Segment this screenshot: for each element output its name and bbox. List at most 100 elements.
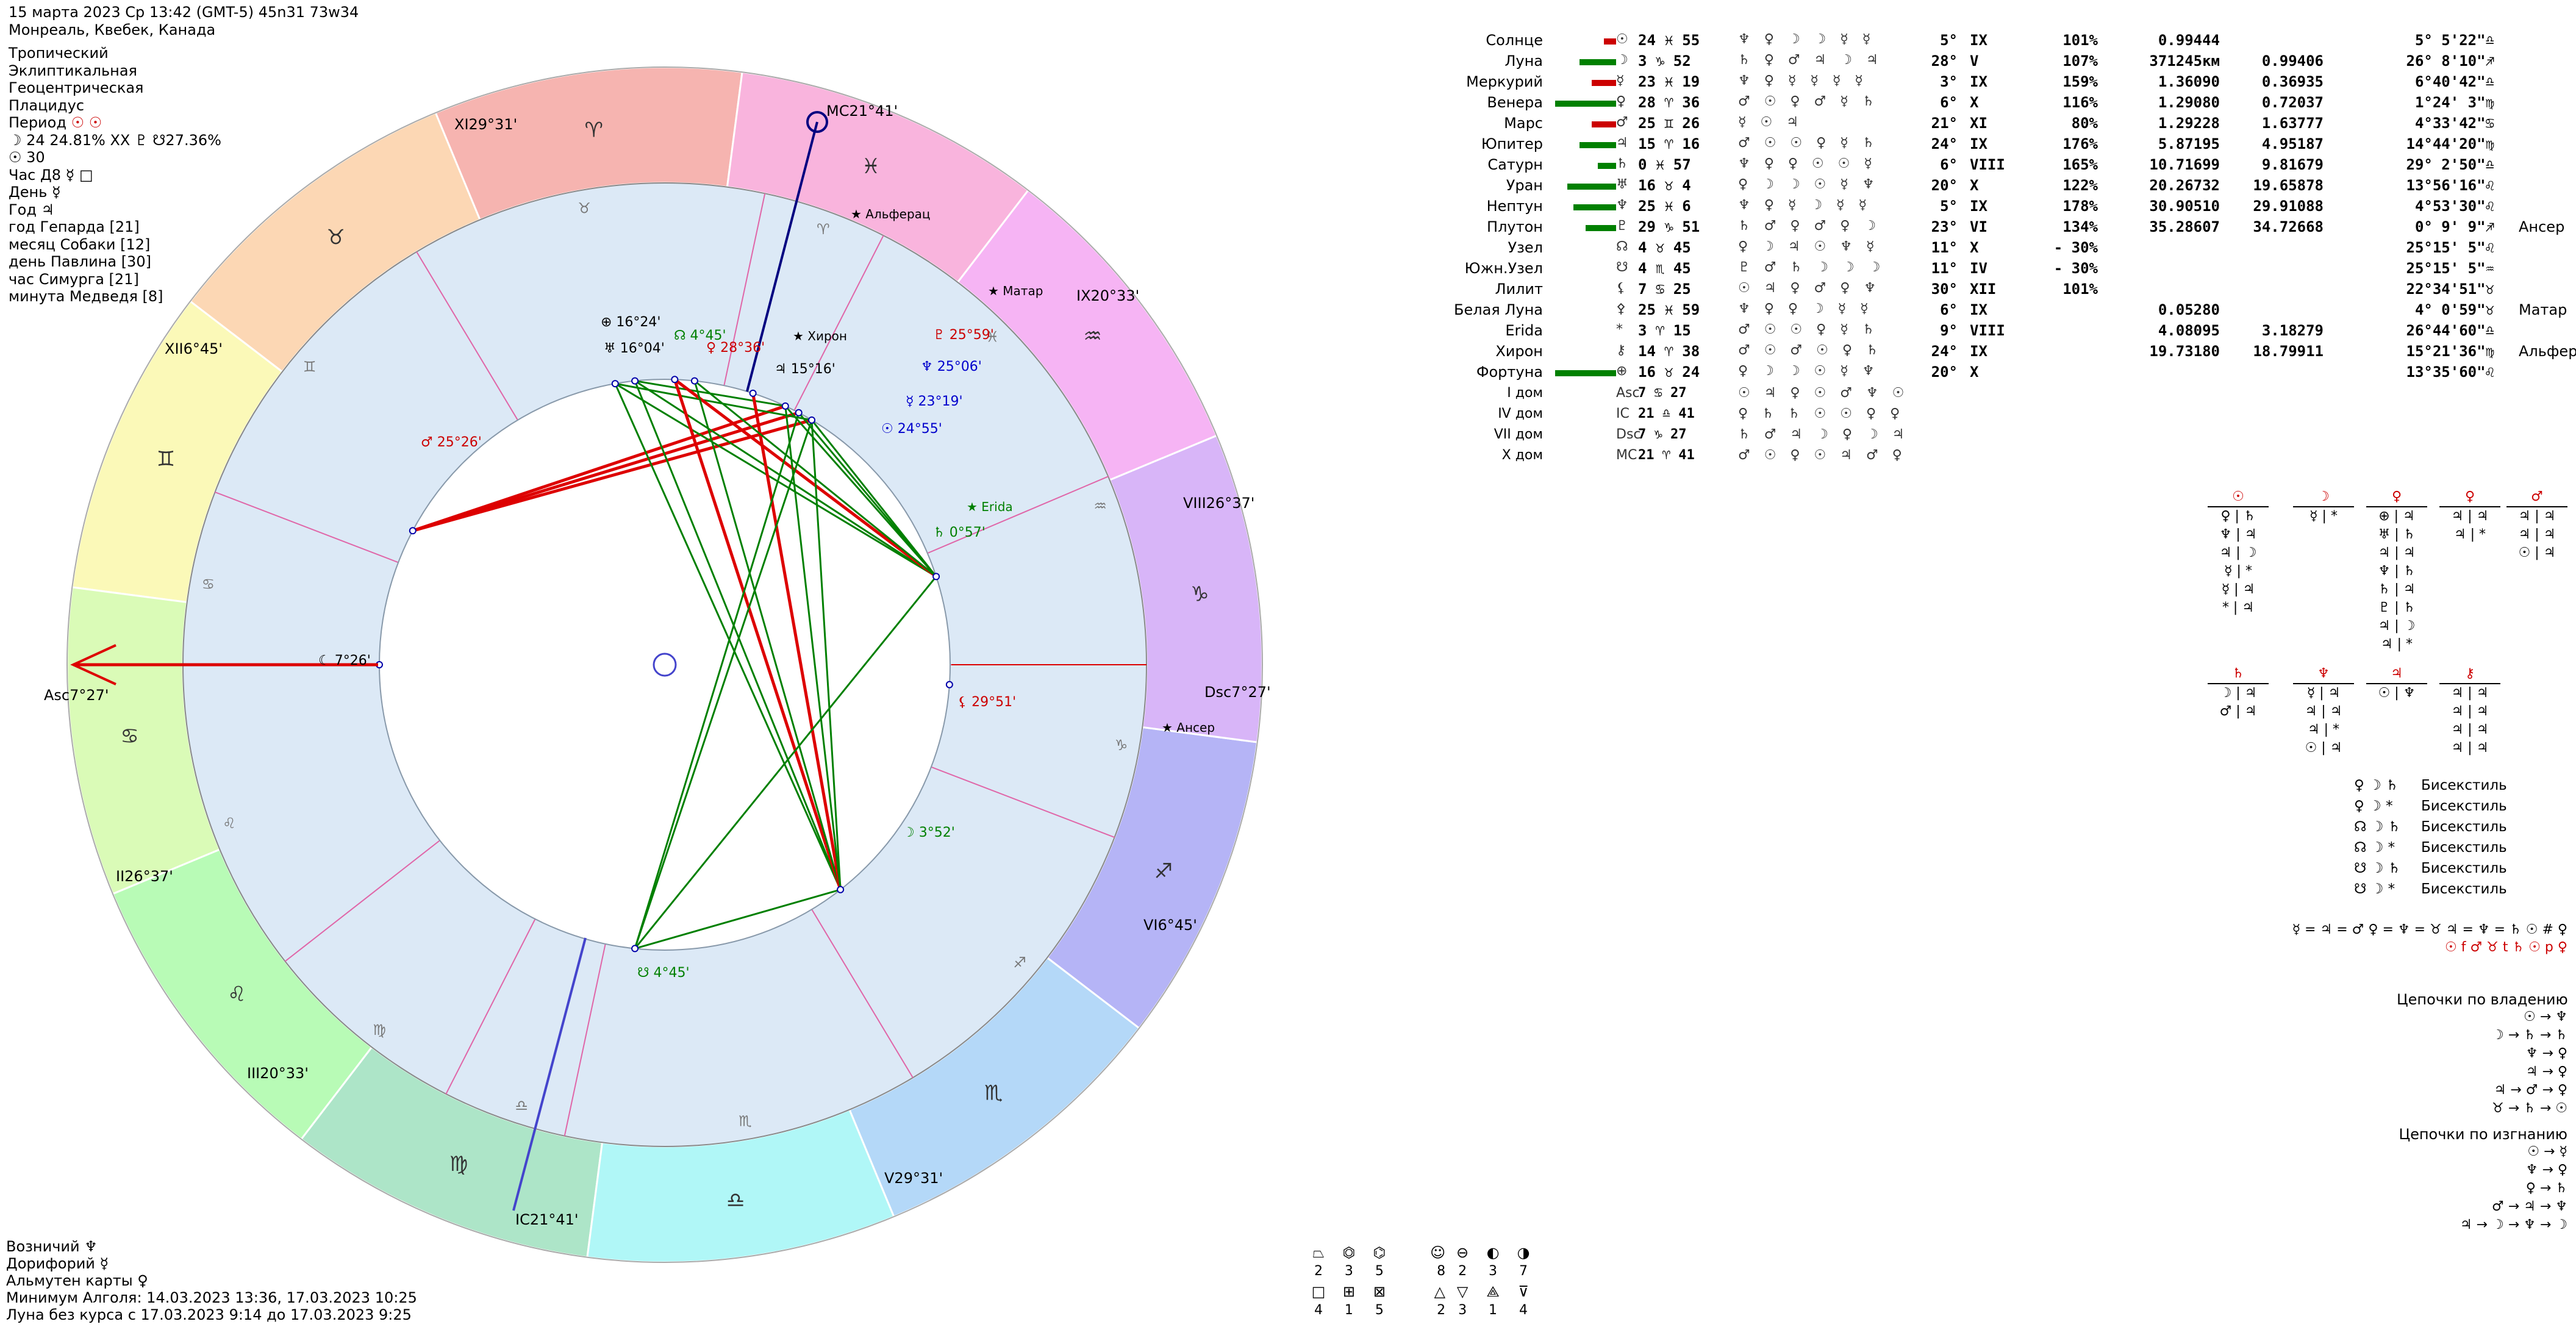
cell-name: Уран (1506, 177, 1543, 194)
planet-point (945, 681, 953, 689)
cell-asp: ♇ ♂ ♄ ☽ ☽ ☽ (1738, 260, 1886, 275)
house-cusp-line (445, 918, 536, 1095)
house-sign-glyph: ♒ (1093, 498, 1107, 515)
planet-point (690, 377, 698, 385)
dispositor-row: ♆ | ♄ (2378, 563, 2416, 579)
house-sign-glyph: ♐ (1013, 954, 1026, 971)
cell-pos: 15 ♈ 16 (1638, 135, 1700, 152)
cell-deg: 20° (1931, 363, 1958, 381)
cell-name: Меркурий (1466, 73, 1543, 90)
cell-deg: 5° (1940, 32, 1958, 49)
cell-deg: 6° (1940, 301, 1958, 318)
aspect-line (810, 420, 842, 890)
dispositor-row: ♆ | ♃ (2219, 527, 2257, 542)
aspect-line (784, 406, 842, 890)
cell-asp: ♂ ☉ ♂ ☉ ♀ ♄ (1738, 343, 1883, 358)
fixed-star-label: ★ Хирон (793, 329, 847, 343)
cell-pct: 134% (2063, 218, 2098, 235)
cell-g: Asc (1616, 385, 1640, 401)
sign-glyph: ♏ (984, 1081, 1003, 1106)
sign-glyph: ♋ (120, 724, 138, 748)
count-cell: 2 (1314, 1264, 1323, 1279)
cell-d3: 26° 8'10"♐ (2406, 52, 2495, 70)
dispositor-row: ♇ | ♄ (2378, 600, 2416, 615)
cell-g: ☽ (1616, 52, 1628, 68)
ascendant-arrow (70, 644, 116, 685)
cell-g: ⚷ (1616, 343, 1626, 358)
cell-asp: ♀ ♄ ♄ ☉ ☉ ♀ ♀ (1738, 406, 1905, 421)
house-cusp-label: IC21°41' (515, 1211, 579, 1228)
chains-by-rulership: Цепочки по владению ☉ → ♆ ☽ → ♄ → ♄ ♆ → ♀ ♃… (2397, 991, 2568, 1118)
dispositor-top: ☉ (2208, 488, 2269, 507)
cell-house: IX (1970, 73, 1987, 90)
cell-d1: 4.08095 (2158, 322, 2220, 339)
cell-d3: 13°56'16"♌ (2406, 177, 2495, 194)
bisextile-row: ☊ ☽ ♄ Бисекстиль (2354, 819, 2507, 840)
cell-house: XII (1970, 281, 1997, 298)
cell-name: Лилит (1495, 281, 1543, 298)
cell-pct: 101% (2063, 32, 2098, 49)
house-cusp-label: II26°37' (116, 868, 173, 885)
bisextile-glyphs: ♀ ☽ ♄ (2354, 778, 2399, 793)
dispositor-row: ♃ | ☽ (2219, 545, 2257, 560)
dispositor-row: ♃ | ♃ (2451, 722, 2489, 737)
cell-asp: ♀ ☽ ♃ ☉ ♆ ☿ (1738, 239, 1880, 254)
sign-glyph: ♓ (862, 154, 880, 179)
cell-asp: ♀ ☽ ☽ ☉ ☿ ♆ (1738, 177, 1880, 192)
cell-d2: 0.36935 (2261, 73, 2324, 90)
natal-chart-wheel[interactable]: ♈ ♉ ♊ ♋ ♌ ♍ ♎ ♏ ♐ ♑ ♒ ♓ ♌ ♍ ♎ ♏ ♐ ♑ ♒ ♓ ♈ ♉ ♊ ♋ Asc7°27' II26°3… (0, 0, 1293, 1327)
cell-pos: 7 ♋ 27 (1638, 385, 1687, 401)
hour-ruler: Час Д8 ☿ □ (9, 166, 93, 184)
planet-point (795, 409, 803, 417)
house-cusp-line (927, 476, 1109, 554)
dispositor-top: ☽ (2293, 488, 2354, 507)
cell-d3: 25°15' 5"♌ (2406, 239, 2495, 256)
cell-name: Белая Луна (1454, 301, 1543, 318)
planet-label: ♄ 0°57' (933, 525, 986, 540)
cell-name: Нептун (1486, 198, 1543, 215)
dispositor-group: ♄ ☽ | ♃ ♂ | ♃ (2208, 665, 2269, 721)
year-ruler: Год ♃ (9, 201, 55, 218)
chart-footer: Возничий ♆ Дорифорий ☿ Альмутен карты ♀ … (6, 1238, 417, 1323)
count-cell: 3 (1489, 1264, 1498, 1279)
house-cusp-label: Dsc7°27' (1204, 684, 1271, 701)
period-line2: ☉ 30 (9, 149, 45, 166)
dispositor-group: ♀ ⊕ | ♃ ♅ | ♄ ♃ | ♃ ♆ | ♄ ♄ | ♃ ♇ | ♄ ♃ | ☽ ♃ | … (2366, 488, 2427, 654)
cell-asp: ♆ ♀ ☽ ☽ ☿ ☿ (1738, 32, 1876, 47)
cell-asp: ♄ ♂ ♀ ♂ ♀ ☽ (1738, 218, 1881, 234)
cell-pos: 16 ♉ 4 (1638, 177, 1691, 194)
dispositor-row: ☽ | ♃ (2219, 685, 2257, 701)
house-sign-glyph: ♑ (1115, 737, 1128, 754)
house-cusp-line (215, 491, 399, 563)
fixed-star-label: ★ Матар (988, 284, 1043, 298)
algol-minimum: Минимум Алголя: 14.03.2023 13:36, 17.03.… (6, 1289, 417, 1306)
cell-d1: 0.05280 (2158, 301, 2220, 318)
cell-deg: 21° (1931, 115, 1958, 132)
cell-pos: 7 ♑ 27 (1638, 427, 1687, 442)
cell-pos: 7 ♋ 25 (1638, 281, 1691, 298)
cell-pct: 116% (2063, 94, 2098, 111)
planet-label: ☊ 4°45' (674, 328, 726, 343)
cell-pos: 25 ♓ 6 (1638, 198, 1691, 215)
center-marker (653, 653, 677, 677)
cell-d3: 1°24' 3"♍ (2414, 94, 2494, 111)
cell-deg: 11° (1931, 239, 1958, 256)
bisextile-glyphs: ♀ ☽ * (2354, 798, 2393, 814)
planet-label: ♇ 25°59' (933, 327, 994, 343)
strength-bar (1604, 38, 1616, 45)
aspect-line (634, 420, 813, 949)
sign-glyph: ♊ (157, 447, 175, 471)
cell-d2: 29.91088 (2253, 198, 2324, 215)
doryphory: Дорифорий ☿ (6, 1255, 109, 1272)
cell-pos: 4 ♉ 45 (1638, 239, 1691, 256)
cell-d2: 0.99406 (2261, 52, 2324, 70)
count-cell: ⏢ (1312, 1244, 1325, 1261)
cell-house: X (1970, 363, 1979, 381)
dispositor-group: ♂ ♃ | ♃ ♃ | ♃ ☉ | ♃ (2506, 488, 2567, 562)
cell-name: X дом (1501, 448, 1543, 463)
aspect-line (693, 380, 937, 578)
cell-d1: 1.36090 (2158, 73, 2220, 90)
chart-info: 15 марта 2023 Ср 13:42 (GMT-5) 45n31 73w… (9, 4, 359, 306)
aspect-line (798, 412, 937, 578)
